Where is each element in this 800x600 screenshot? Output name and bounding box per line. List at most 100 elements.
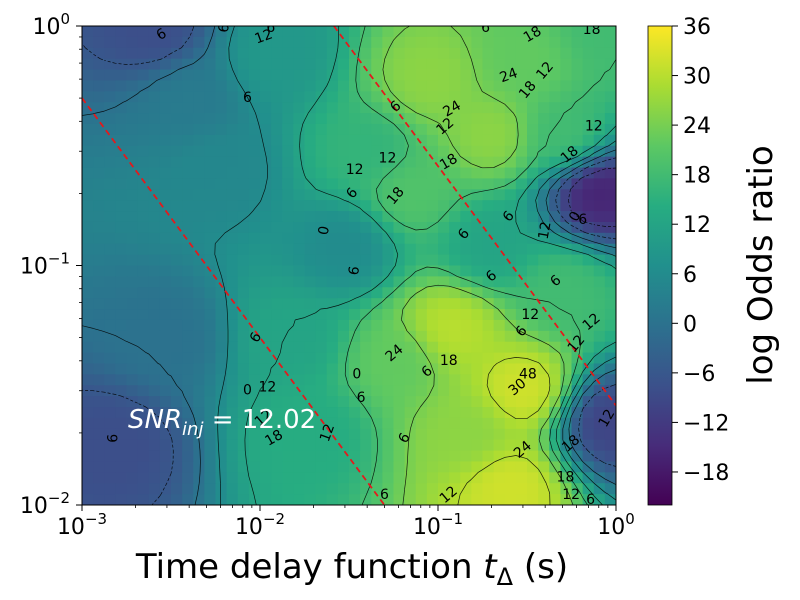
heat-cell bbox=[493, 341, 506, 354]
heat-cell bbox=[326, 113, 339, 125]
heat-cell bbox=[360, 385, 372, 397]
heat-cell bbox=[549, 396, 561, 408]
heat-cell bbox=[471, 178, 484, 190]
heat-cell bbox=[493, 374, 506, 386]
heat-cell bbox=[404, 461, 417, 473]
heat-cell bbox=[137, 211, 150, 223]
heat-cell bbox=[604, 102, 616, 114]
heat-cell bbox=[482, 428, 495, 441]
heat-cell bbox=[126, 113, 139, 125]
heat-cell bbox=[393, 407, 406, 419]
heat-cell bbox=[226, 396, 239, 408]
heat-cell bbox=[349, 472, 361, 484]
heat-cell bbox=[438, 58, 450, 71]
heat-cell bbox=[460, 417, 472, 430]
heat-cell bbox=[82, 461, 94, 473]
heat-cell bbox=[215, 450, 228, 463]
heat-cell bbox=[226, 102, 239, 114]
heat-cell bbox=[82, 309, 94, 321]
heat-cell bbox=[204, 102, 217, 114]
heat-cell bbox=[115, 145, 128, 158]
heat-cell bbox=[315, 494, 328, 505]
heat-cell bbox=[159, 156, 172, 169]
heat-cell bbox=[560, 417, 573, 430]
heat-cell bbox=[371, 36, 383, 49]
heat-cell bbox=[82, 439, 94, 452]
heat-cell bbox=[426, 36, 439, 49]
heat-cell bbox=[315, 36, 328, 49]
heat-cell bbox=[571, 232, 584, 245]
heat-cell bbox=[449, 26, 461, 38]
heat-cell bbox=[426, 287, 439, 299]
heat-cell bbox=[171, 330, 183, 343]
heat-cell bbox=[226, 309, 239, 321]
heat-cell bbox=[260, 385, 272, 397]
heat-cell bbox=[304, 450, 317, 463]
heat-cell bbox=[582, 200, 595, 212]
heat-cell bbox=[426, 145, 439, 158]
heat-cell bbox=[582, 341, 595, 354]
heat-cell bbox=[215, 385, 228, 397]
heat-cell bbox=[349, 102, 361, 114]
heat-cell bbox=[460, 200, 472, 212]
heat-cell bbox=[104, 363, 116, 375]
heat-cell bbox=[360, 483, 372, 495]
heat-cell bbox=[115, 134, 128, 147]
heat-cell bbox=[371, 102, 383, 114]
heat-cell bbox=[527, 374, 539, 386]
heat-cell bbox=[115, 352, 128, 365]
heat-cell bbox=[404, 276, 417, 288]
heat-cell bbox=[104, 417, 116, 430]
heat-cell bbox=[426, 319, 439, 332]
heat-cell bbox=[215, 243, 228, 256]
heat-cell bbox=[493, 113, 506, 125]
heat-cell bbox=[304, 439, 317, 452]
heat-cell bbox=[538, 298, 550, 310]
heat-cell bbox=[382, 330, 395, 343]
heat-cell bbox=[171, 156, 183, 169]
x-tick-label: 10−1 bbox=[413, 510, 463, 540]
contour-label: 6 bbox=[586, 492, 595, 508]
heat-cell bbox=[349, 461, 361, 473]
heat-cell bbox=[549, 102, 561, 114]
y-tick-label: 10−2 bbox=[20, 489, 70, 519]
contour-label: 18 bbox=[440, 353, 458, 369]
heat-cell bbox=[248, 200, 261, 212]
heat-cell bbox=[293, 309, 306, 321]
heat-cell bbox=[582, 428, 595, 441]
heat-cell bbox=[248, 145, 261, 158]
heat-cell bbox=[460, 472, 472, 484]
heat-cell bbox=[304, 211, 317, 223]
heat-cell bbox=[137, 472, 150, 484]
heat-cell bbox=[582, 265, 595, 277]
heat-cell bbox=[604, 265, 616, 277]
heat-cell bbox=[260, 287, 272, 299]
heat-cell bbox=[393, 374, 406, 386]
heat-cell bbox=[126, 189, 139, 201]
heat-cell bbox=[282, 439, 294, 452]
heat-cell bbox=[271, 26, 283, 38]
heat-cell bbox=[449, 102, 461, 114]
heat-cell bbox=[515, 494, 528, 505]
heat-cell bbox=[549, 287, 561, 299]
heat-cell bbox=[337, 243, 350, 256]
heat-cell bbox=[326, 69, 339, 82]
heat-cell bbox=[115, 178, 128, 190]
heat-cell bbox=[404, 330, 417, 343]
heat-cell bbox=[215, 483, 228, 495]
heat-cell bbox=[182, 167, 194, 180]
contour-label: 6 bbox=[578, 212, 587, 228]
heat-cell bbox=[137, 221, 150, 234]
heat-cell bbox=[159, 69, 172, 82]
heat-cell bbox=[104, 309, 116, 321]
heat-cell bbox=[593, 91, 606, 103]
heat-cell bbox=[393, 243, 406, 256]
heat-cell bbox=[304, 374, 317, 386]
heat-cell bbox=[426, 211, 439, 223]
heat-cell bbox=[182, 26, 194, 38]
heat-cell bbox=[204, 374, 217, 386]
heat-cell bbox=[404, 298, 417, 310]
heat-cell bbox=[582, 167, 595, 180]
heat-cell bbox=[226, 352, 239, 365]
heat-cell bbox=[415, 439, 428, 452]
